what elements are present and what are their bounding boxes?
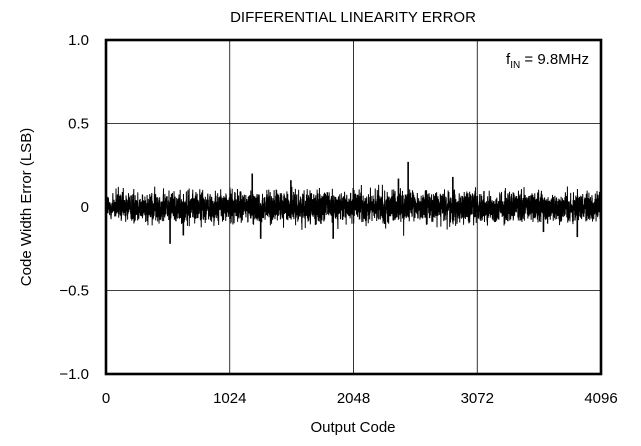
annotation-rest: = 9.8MHz [520, 51, 589, 68]
x-tick-label: 4096 [584, 390, 617, 407]
x-tick-label: 1024 [213, 390, 246, 407]
annotation-base: f [506, 51, 511, 68]
y-tick-label: −1.0 [59, 366, 89, 383]
dnl-series [105, 161, 602, 244]
x-axis-label: Output Code [310, 419, 395, 436]
dnl-series-line [105, 161, 602, 244]
x-tick-label: 3072 [461, 390, 494, 407]
annotation-subscript: IN [510, 60, 520, 71]
y-tick-label: 0 [81, 199, 89, 216]
y-axis-label: Code Width Error (LSB) [18, 128, 35, 286]
x-tick-label: 2048 [337, 390, 370, 407]
x-tick-label: 0 [102, 390, 110, 407]
y-tick-label: 0.5 [68, 116, 89, 133]
tick-labels: 0 1024 2048 3072 4096 1.0 0.5 0 −0.5 −1.0 [59, 32, 617, 407]
y-tick-label: 1.0 [68, 32, 89, 49]
y-tick-label: −0.5 [59, 283, 89, 300]
chart-title: DIFFERENTIAL LINEARITY ERROR [230, 9, 476, 26]
frequency-annotation: fIN = 9.8MHz [506, 51, 589, 71]
plot-frame [104, 38, 603, 376]
